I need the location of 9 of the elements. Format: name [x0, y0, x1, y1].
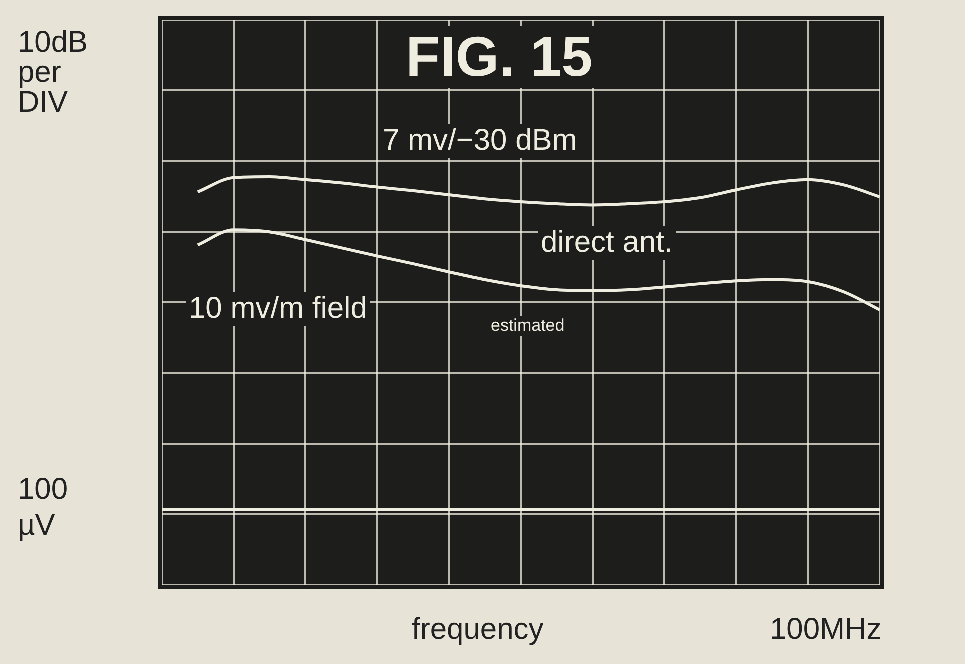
text: 7 mv/−30 dBm — [380, 124, 580, 158]
x-axis-title: frequency — [412, 613, 544, 647]
annotation: estimated — [488, 316, 568, 336]
y-axis-title: 10dB per DIV — [18, 26, 90, 119]
text: 100MHz — [770, 613, 882, 647]
annotation: direct ant. — [538, 226, 676, 260]
annotation: 10 mv/m field — [186, 292, 370, 326]
text: 100 µV — [18, 472, 70, 544]
chart-title: FIG. 15 — [400, 25, 599, 88]
